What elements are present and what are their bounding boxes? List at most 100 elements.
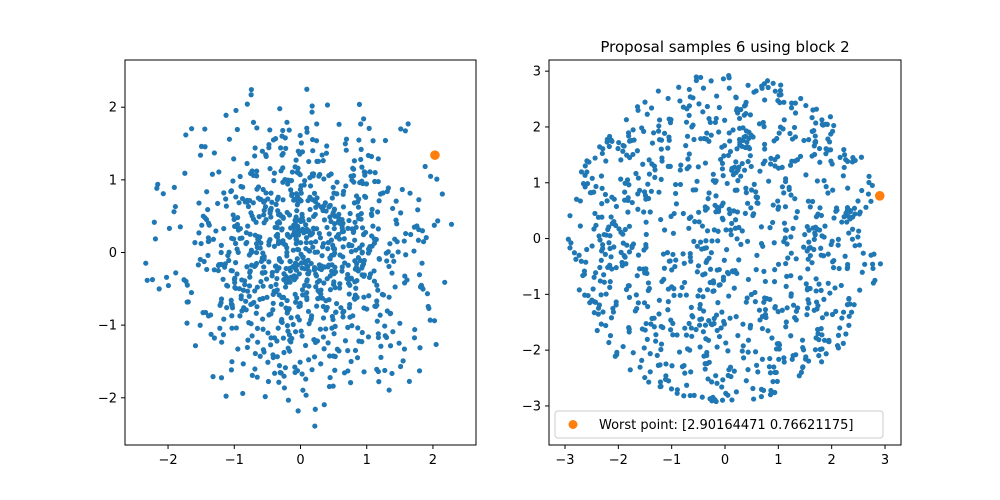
- left-sample-point: [272, 370, 278, 376]
- right-sample-point: [803, 172, 809, 178]
- right-sample-point: [728, 227, 734, 233]
- left-sample-point: [392, 236, 398, 242]
- left-sample-point: [348, 358, 354, 365]
- right-sample-point: [700, 329, 706, 335]
- left-sample-point: [325, 246, 331, 252]
- right-sample-point: [724, 247, 730, 253]
- right-sample-point: [657, 362, 663, 368]
- left-sample-point: [270, 307, 276, 313]
- right-sample-point: [647, 209, 653, 215]
- right-sample-point: [813, 288, 819, 294]
- right-sample-point: [754, 200, 760, 206]
- left-sample-point: [211, 267, 217, 273]
- right-sample-point: [736, 115, 743, 122]
- right-sample-point: [866, 173, 872, 179]
- right-sample-point: [835, 242, 841, 248]
- right-sample-point: [770, 378, 776, 385]
- left-sample-point: [307, 206, 313, 213]
- left-sample-point: [188, 289, 195, 296]
- right-x-tick-label: −1: [662, 453, 681, 468]
- left-sample-point: [360, 261, 367, 267]
- left-sample-point: [269, 269, 275, 276]
- left-sample-point: [239, 277, 245, 283]
- left-sample-point: [154, 185, 160, 191]
- right-sample-point: [806, 227, 812, 233]
- left-sample-point: [364, 306, 370, 312]
- left-sample-point: [268, 342, 274, 348]
- right-sample-point: [713, 312, 720, 318]
- left-sample-point: [339, 264, 345, 270]
- right-sample-point: [819, 332, 825, 338]
- left-sample-point: [192, 240, 198, 246]
- right-sample-point: [745, 200, 751, 206]
- right-sample-point: [821, 178, 827, 184]
- left-sample-point: [327, 287, 334, 293]
- left-sample-point: [319, 253, 325, 259]
- left-sample-point: [378, 354, 384, 360]
- right-sample-point: [595, 305, 602, 311]
- right-sample-point: [688, 304, 694, 310]
- right-sample-point: [661, 276, 667, 282]
- left-sample-point: [252, 145, 258, 151]
- right-sample-point: [818, 359, 825, 365]
- left-sample-point: [384, 258, 390, 264]
- left-sample-point: [237, 173, 243, 180]
- left-sample-point: [215, 267, 221, 274]
- left-sample-point: [411, 335, 418, 341]
- right-sample-point: [594, 327, 600, 334]
- left-sample-point: [258, 278, 264, 285]
- right-sample-point: [726, 293, 732, 299]
- left-sample-point: [315, 202, 321, 208]
- right-sample-point: [819, 117, 825, 123]
- right-sample-point: [849, 226, 856, 232]
- right-sample-point: [629, 199, 635, 206]
- left-sample-point: [361, 369, 367, 375]
- left-sample-point: [305, 197, 311, 204]
- left-sample-point: [368, 153, 375, 160]
- right-sample-point: [726, 85, 732, 91]
- right-sample-point: [815, 326, 821, 333]
- left-sample-point: [220, 276, 226, 282]
- right-sample-point: [829, 161, 835, 167]
- left-sample-point: [266, 259, 272, 265]
- right-sample-point: [700, 308, 707, 314]
- left-sample-point: [289, 192, 295, 199]
- left-sample-point: [393, 198, 399, 204]
- left-sample-point: [218, 242, 224, 248]
- left-sample-point: [320, 240, 327, 247]
- right-sample-point: [791, 124, 798, 131]
- legend-box: [554, 410, 884, 439]
- right-sample-point: [592, 210, 598, 217]
- right-sample-point: [801, 244, 807, 250]
- right-sample-point: [670, 251, 676, 258]
- right-sample-point: [862, 261, 868, 267]
- left-sample-point: [331, 225, 337, 232]
- right-sample-point: [783, 176, 789, 182]
- right-sample-point: [758, 224, 764, 230]
- left-sample-point: [244, 264, 250, 270]
- left-sample-point: [281, 271, 287, 277]
- right-sample-point: [788, 234, 794, 240]
- right-sample-point: [645, 303, 651, 310]
- left-sample-point: [369, 233, 375, 239]
- left-sample-point: [267, 210, 273, 216]
- left-sample-point: [323, 326, 329, 332]
- left-sample-point: [305, 264, 311, 270]
- left-sample-point: [343, 136, 350, 142]
- right-sample-point: [841, 152, 848, 158]
- right-sample-point: [589, 243, 595, 249]
- left-sample-point: [346, 305, 353, 311]
- right-sample-point: [833, 308, 839, 314]
- left-sample-point: [310, 197, 316, 203]
- right-sample-point: [800, 364, 806, 370]
- right-sample-point: [651, 130, 657, 136]
- left-sample-point: [292, 291, 298, 297]
- right-sample-point: [741, 355, 747, 361]
- right-sample-point: [783, 324, 789, 330]
- left-sample-point: [247, 197, 253, 204]
- right-y-tick-label: −1: [522, 288, 541, 303]
- right-sample-point: [698, 136, 704, 142]
- left-sample-point: [355, 204, 362, 210]
- left-x-tick-label: 1: [363, 453, 371, 468]
- left-sample-point: [424, 291, 431, 297]
